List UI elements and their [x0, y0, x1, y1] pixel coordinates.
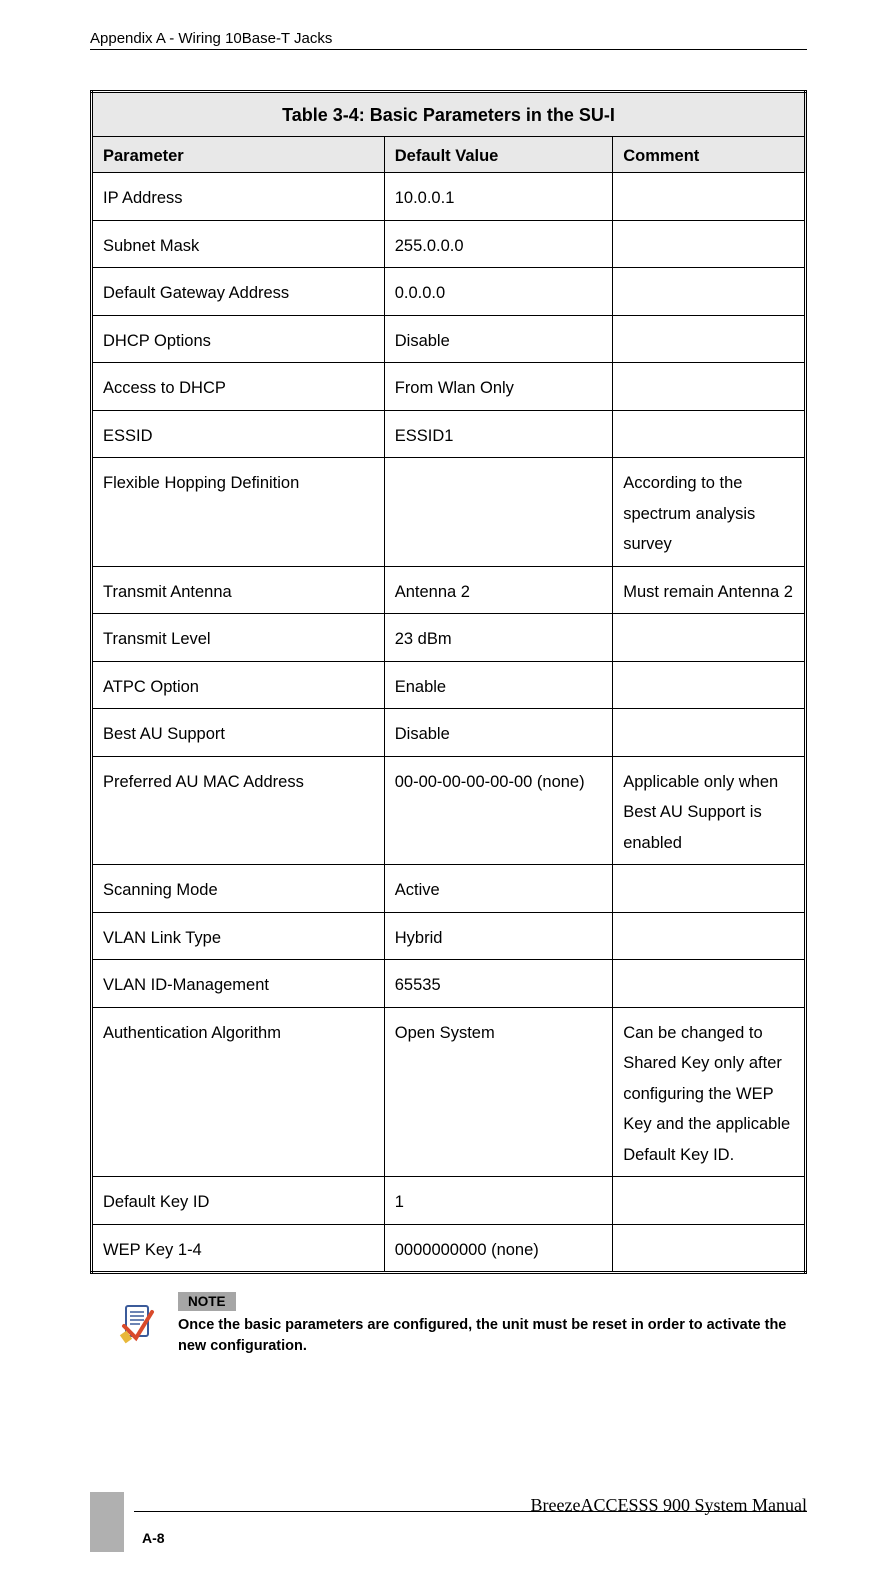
cell-param: Subnet Mask	[92, 220, 385, 268]
cell-default: Active	[384, 865, 612, 913]
page-footer: BreezeACCESSS 900 System Manual A-8	[90, 1492, 807, 1552]
note-icon	[118, 1302, 160, 1344]
cell-default: 0000000000 (none)	[384, 1224, 612, 1273]
cell-comment	[613, 960, 806, 1008]
col-header-parameter: Parameter	[92, 137, 385, 173]
cell-default: Antenna 2	[384, 566, 612, 614]
table-row: Default Gateway Address0.0.0.0	[92, 268, 806, 316]
cell-comment	[613, 1177, 806, 1225]
cell-default: 65535	[384, 960, 612, 1008]
table-row: Preferred AU MAC Address00-00-00-00-00-0…	[92, 756, 806, 865]
table-row: IP Address10.0.0.1	[92, 173, 806, 221]
cell-param: IP Address	[92, 173, 385, 221]
table-row: Access to DHCPFrom Wlan Only	[92, 363, 806, 411]
parameters-table: Table 3-4: Basic Parameters in the SU-I …	[90, 90, 807, 1274]
note-block: NOTE Once the basic parameters are confi…	[90, 1292, 807, 1357]
cell-comment: Applicable only when Best AU Support is …	[613, 756, 806, 865]
cell-comment	[613, 220, 806, 268]
cell-comment: Can be changed to Shared Key only after …	[613, 1007, 806, 1177]
header-left-text: Appendix A - Wiring 10Base-T Jacks	[90, 30, 332, 47]
note-text: Once the basic parameters are configured…	[178, 1315, 807, 1357]
cell-default: 255.0.0.0	[384, 220, 612, 268]
table-row: DHCP OptionsDisable	[92, 315, 806, 363]
cell-param: Authentication Algorithm	[92, 1007, 385, 1177]
cell-comment	[613, 865, 806, 913]
cell-param: Default Gateway Address	[92, 268, 385, 316]
cell-comment	[613, 410, 806, 458]
table-row: Default Key ID1	[92, 1177, 806, 1225]
cell-default: 23 dBm	[384, 614, 612, 662]
cell-comment: Must remain Antenna 2	[613, 566, 806, 614]
table-row: VLAN ID-Management65535	[92, 960, 806, 1008]
cell-default: Disable	[384, 709, 612, 757]
cell-param: Transmit Level	[92, 614, 385, 662]
cell-comment	[613, 268, 806, 316]
table-row: Transmit Level23 dBm	[92, 614, 806, 662]
cell-default	[384, 458, 612, 567]
table-row: Scanning ModeActive	[92, 865, 806, 913]
cell-comment	[613, 912, 806, 960]
cell-param: Flexible Hopping Definition	[92, 458, 385, 567]
cell-comment	[613, 315, 806, 363]
footer-page-number: A-8	[142, 1530, 165, 1546]
cell-comment	[613, 1224, 806, 1273]
cell-comment	[613, 614, 806, 662]
table-row: WEP Key 1-40000000000 (none)	[92, 1224, 806, 1273]
cell-param: DHCP Options	[92, 315, 385, 363]
cell-param: Transmit Antenna	[92, 566, 385, 614]
cell-param: Default Key ID	[92, 1177, 385, 1225]
table-row: Transmit AntennaAntenna 2Must remain Ant…	[92, 566, 806, 614]
table-row: Flexible Hopping Definition According to …	[92, 458, 806, 567]
cell-param: Preferred AU MAC Address	[92, 756, 385, 865]
cell-default: Open System	[384, 1007, 612, 1177]
cell-comment	[613, 363, 806, 411]
cell-default: Enable	[384, 661, 612, 709]
cell-default: 00-00-00-00-00-00 (none)	[384, 756, 612, 865]
cell-param: Scanning Mode	[92, 865, 385, 913]
table-row: Best AU SupportDisable	[92, 709, 806, 757]
table-row: Authentication AlgorithmOpen SystemCan b…	[92, 1007, 806, 1177]
cell-default: 0.0.0.0	[384, 268, 612, 316]
cell-param: VLAN Link Type	[92, 912, 385, 960]
table-row: ESSIDESSID1	[92, 410, 806, 458]
footer-brand: BreezeACCESSS 900 System Manual	[531, 1495, 808, 1516]
table-title: Table 3-4: Basic Parameters in the SU-I	[92, 92, 806, 137]
cell-default: 1	[384, 1177, 612, 1225]
cell-param: WEP Key 1-4	[92, 1224, 385, 1273]
cell-param: ATPC Option	[92, 661, 385, 709]
page-header: Appendix A - Wiring 10Base-T Jacks	[90, 30, 807, 50]
cell-param: Access to DHCP	[92, 363, 385, 411]
col-header-comment: Comment	[613, 137, 806, 173]
cell-default: Hybrid	[384, 912, 612, 960]
cell-param: VLAN ID-Management	[92, 960, 385, 1008]
table-row: VLAN Link TypeHybrid	[92, 912, 806, 960]
cell-comment: According to the spectrum analysis surve…	[613, 458, 806, 567]
cell-default: 10.0.0.1	[384, 173, 612, 221]
cell-comment	[613, 661, 806, 709]
cell-default: From Wlan Only	[384, 363, 612, 411]
col-header-default: Default Value	[384, 137, 612, 173]
footer-tab	[90, 1492, 124, 1552]
table-row: Subnet Mask255.0.0.0	[92, 220, 806, 268]
cell-default: ESSID1	[384, 410, 612, 458]
cell-param: ESSID	[92, 410, 385, 458]
cell-param: Best AU Support	[92, 709, 385, 757]
cell-default: Disable	[384, 315, 612, 363]
table-row: ATPC OptionEnable	[92, 661, 806, 709]
cell-comment	[613, 709, 806, 757]
note-label: NOTE	[178, 1292, 236, 1311]
cell-comment	[613, 173, 806, 221]
